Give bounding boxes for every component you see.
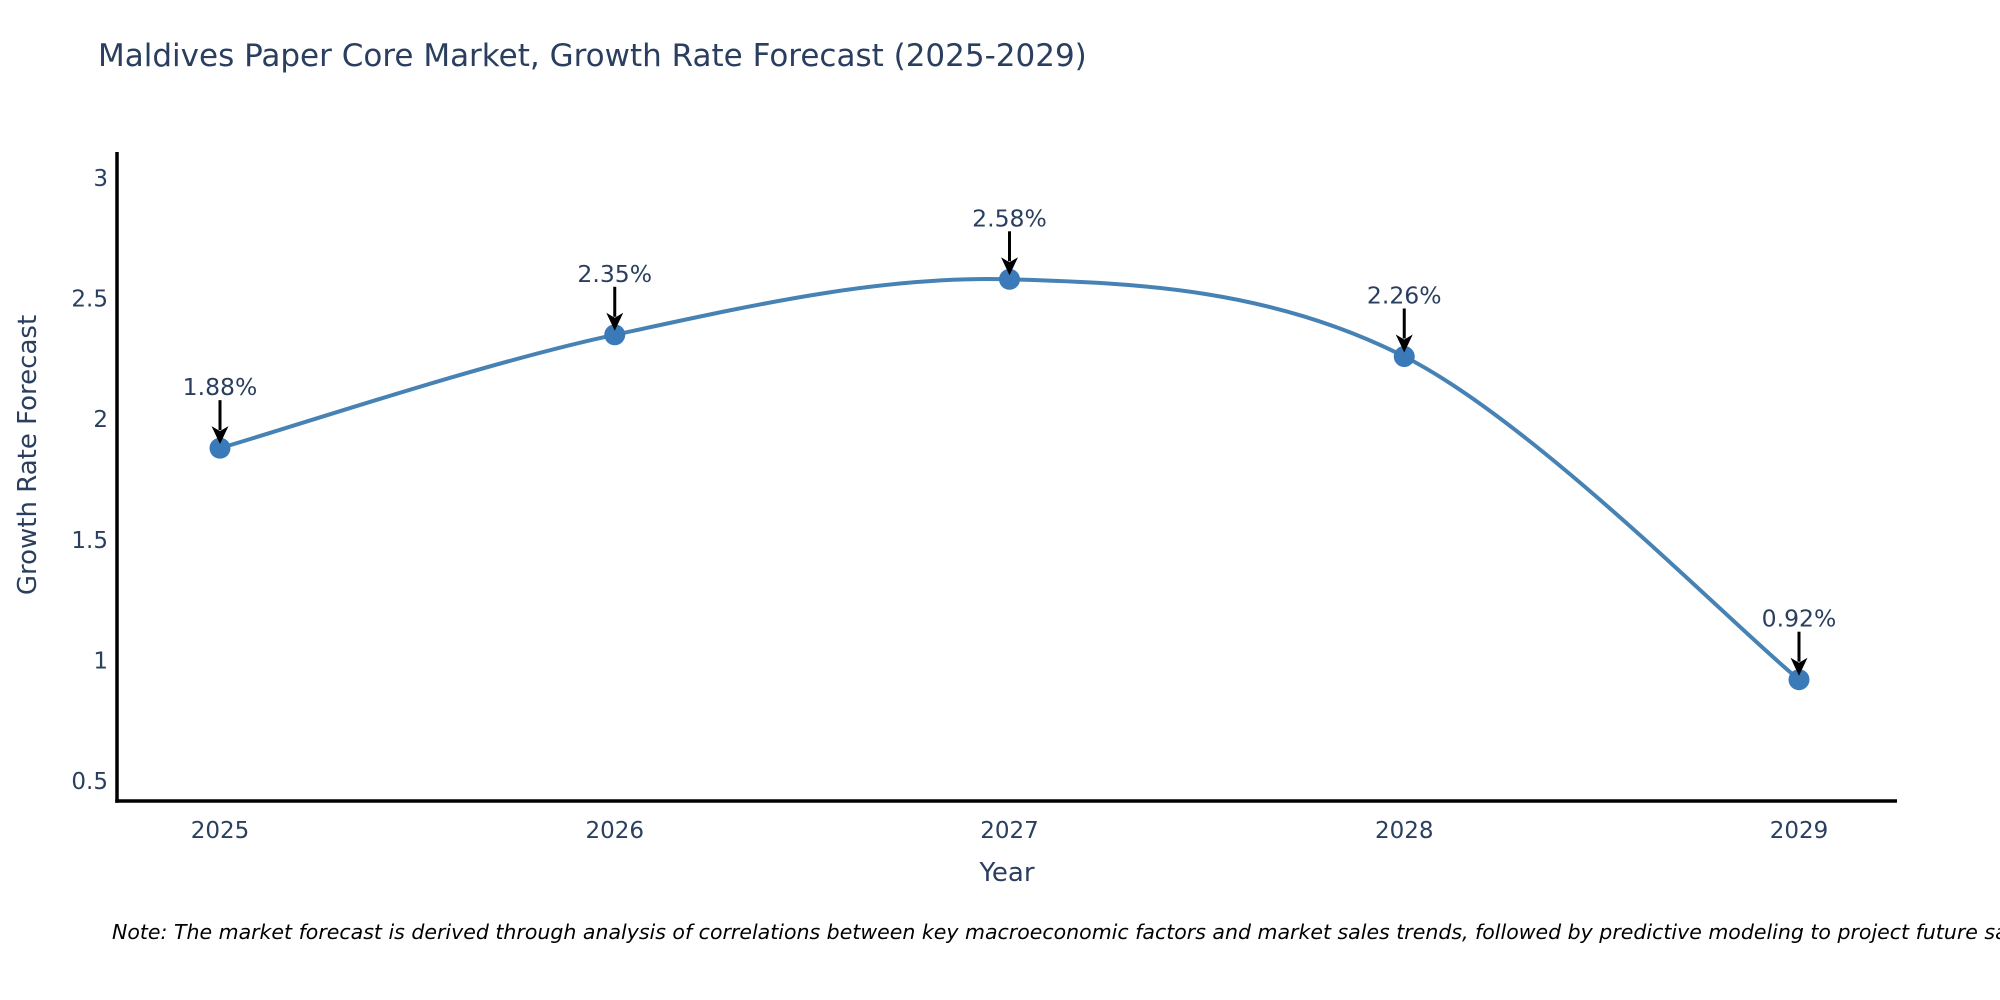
x-tick-label: 2025 [191, 818, 250, 844]
y-tick-label: 2.5 [71, 287, 108, 313]
data-point-marker [1788, 669, 1810, 691]
annotation-arrowhead [606, 312, 624, 331]
x-tick-label: 2026 [585, 818, 644, 844]
data-point-marker [999, 268, 1020, 290]
annotation-arrowhead [1790, 657, 1808, 676]
annotation-arrowhead [1001, 257, 1018, 276]
y-tick-label: 1 [93, 648, 108, 674]
annotation-arrowhead [1395, 334, 1413, 353]
point-annotation-label: 0.92% [1762, 605, 1837, 633]
data-point-marker [604, 324, 626, 346]
y-tick-label: 2 [93, 407, 108, 433]
x-tick-label: 2029 [1770, 818, 1829, 844]
point-annotation-label: 2.26% [1367, 281, 1442, 309]
annotation-arrowhead [211, 426, 229, 445]
x-tick-label: 2028 [1375, 818, 1434, 844]
y-tick-label: 0.5 [71, 769, 108, 795]
y-tick-label: 3 [93, 166, 108, 192]
data-point-marker [1393, 345, 1415, 367]
chart-title: Maldives Paper Core Market, Growth Rate … [98, 38, 1087, 74]
point-annotation-label: 2.58% [972, 204, 1047, 232]
data-point-marker [209, 437, 231, 459]
x-axis-title: Year [979, 858, 1035, 888]
y-tick-label: 1.5 [71, 528, 108, 554]
x-tick-label: 2027 [980, 818, 1039, 844]
trend-line [218, 277, 1801, 682]
footnote: Note: The market forecast is derived thr… [112, 920, 2000, 944]
point-annotation-label: 2.35% [577, 260, 652, 288]
point-annotation-label: 1.88% [183, 373, 258, 401]
